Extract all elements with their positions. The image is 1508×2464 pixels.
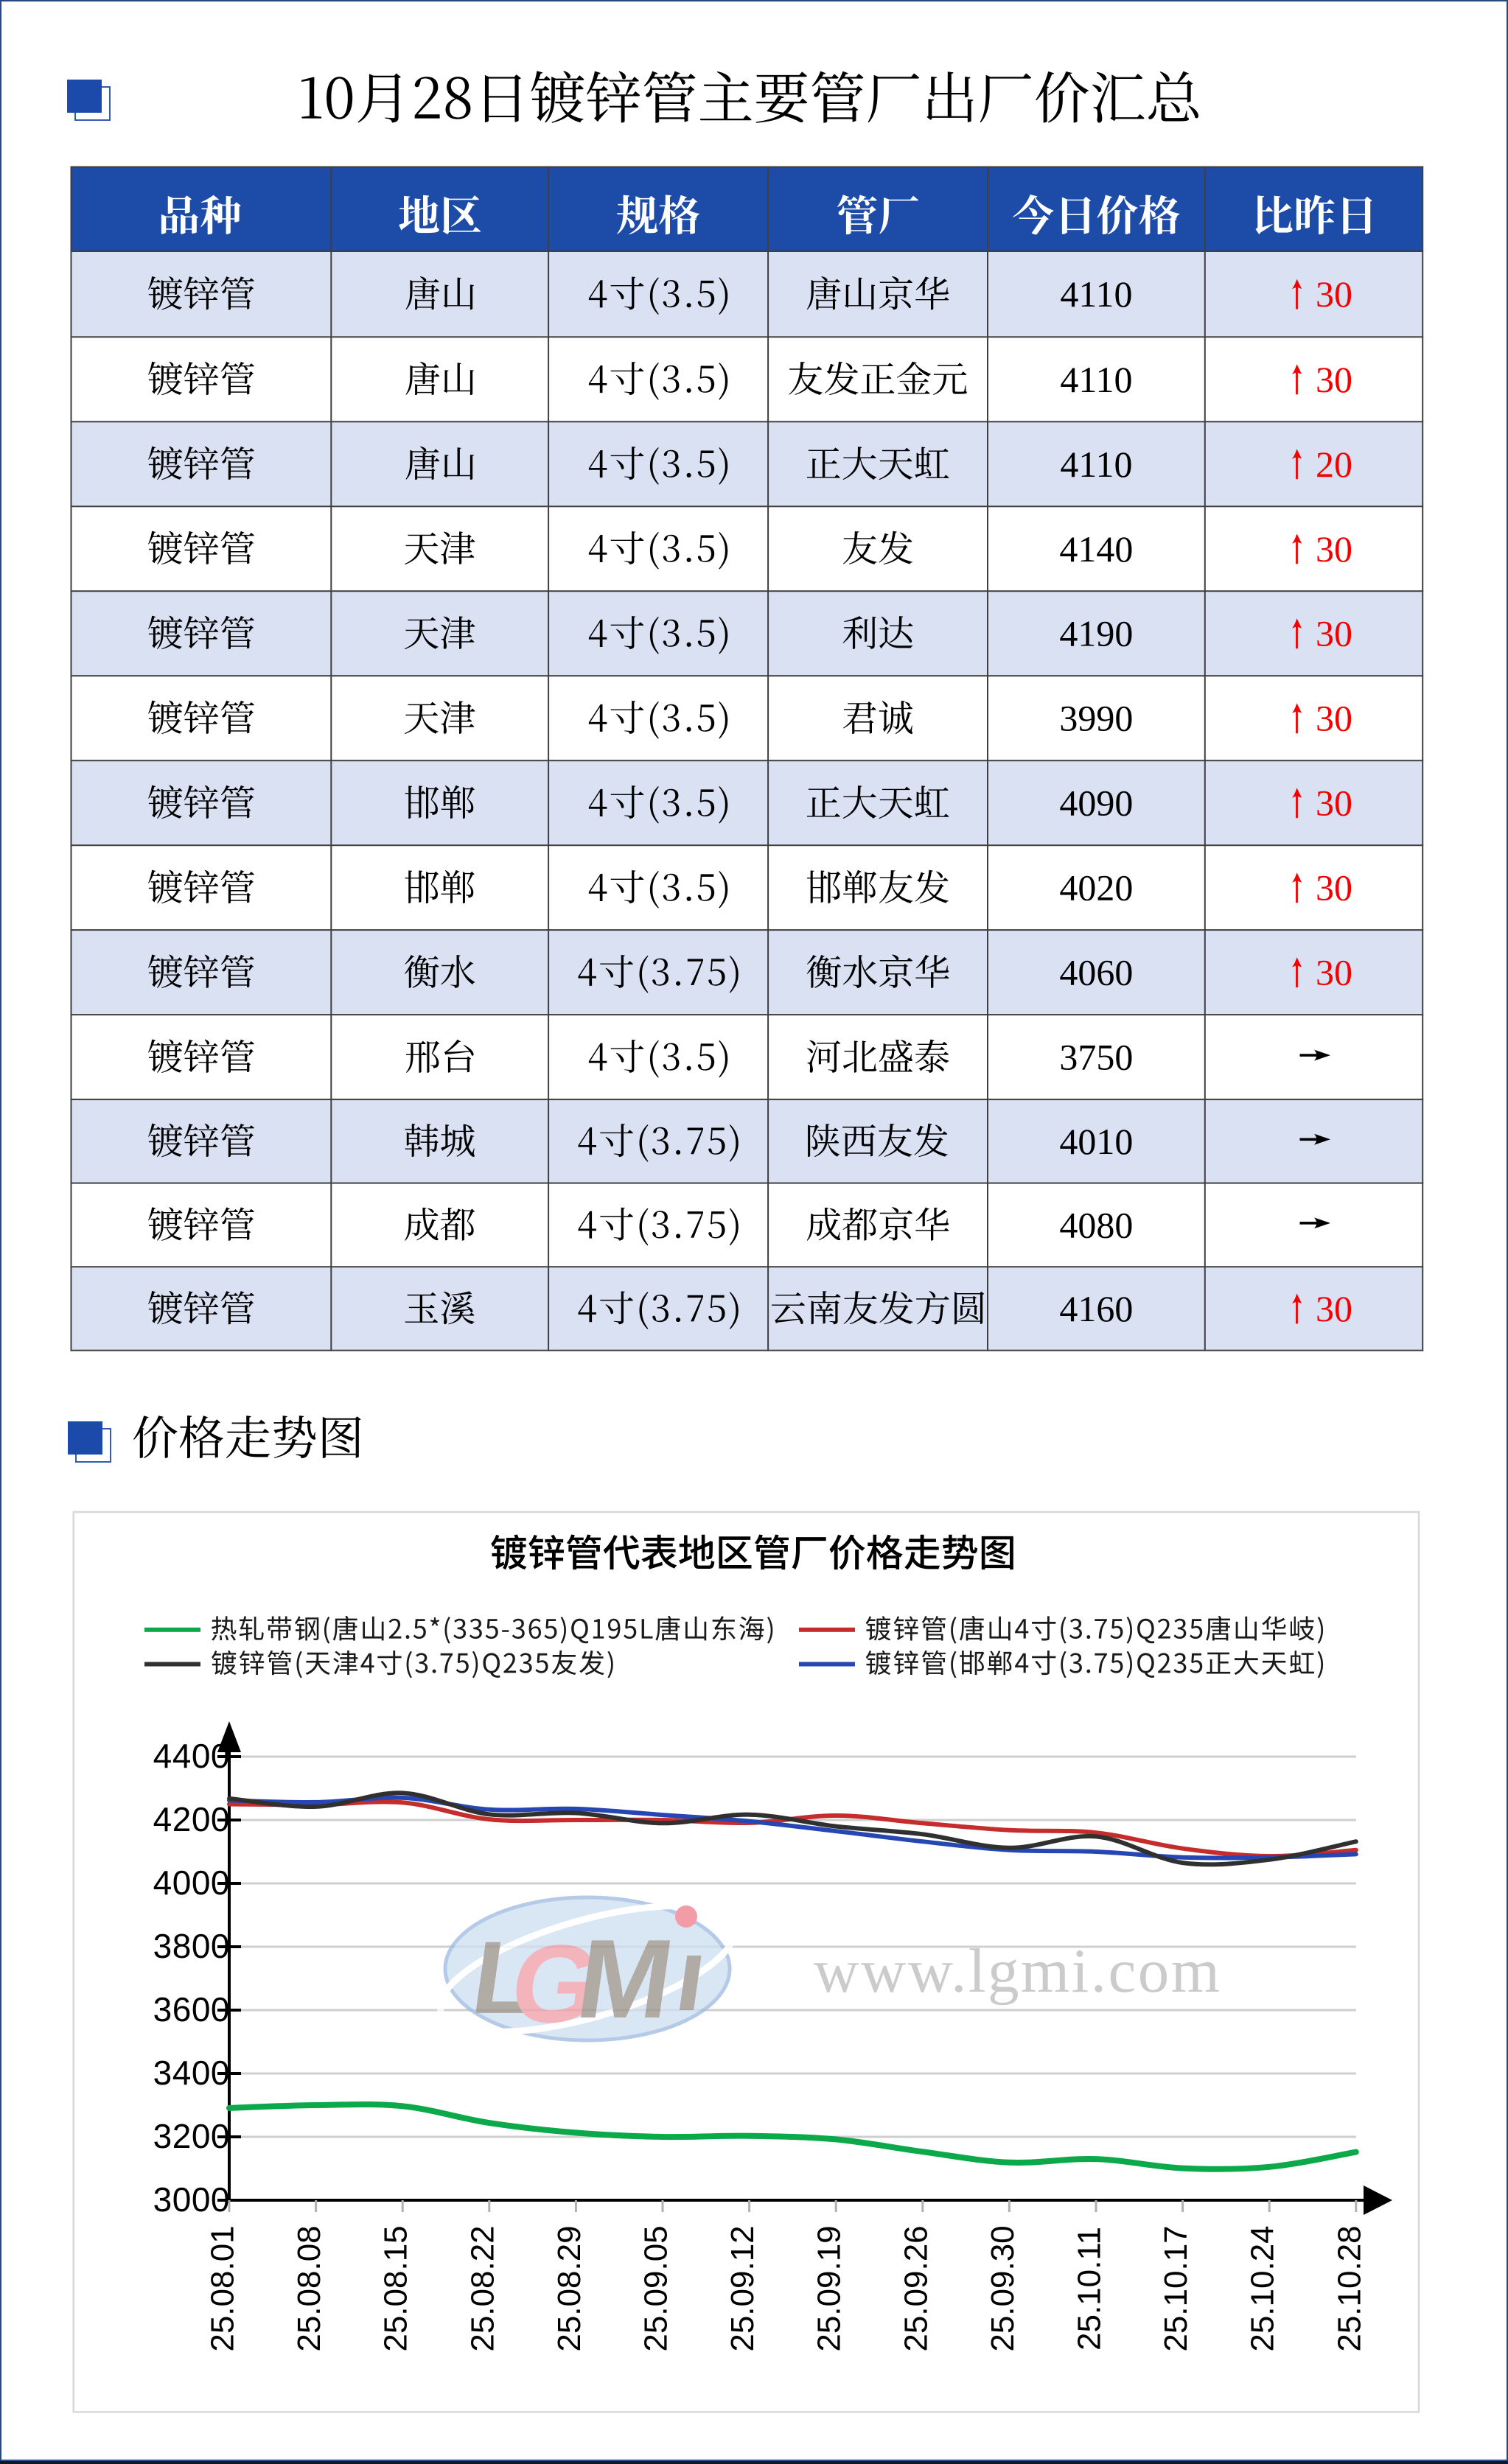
svg-text:30: 30 bbox=[1316, 698, 1352, 739]
svg-text:4000: 4000 bbox=[153, 1863, 230, 1902]
svg-text:4110: 4110 bbox=[1060, 359, 1132, 400]
svg-text:30: 30 bbox=[1316, 528, 1352, 570]
svg-text:25.10.24: 25.10.24 bbox=[1245, 2225, 1281, 2351]
svg-text:4080: 4080 bbox=[1059, 1204, 1133, 1245]
svg-text:30: 30 bbox=[1316, 867, 1352, 909]
svg-text:4090: 4090 bbox=[1059, 783, 1133, 824]
svg-text:www.lgmi.com: www.lgmi.com bbox=[814, 1936, 1221, 2006]
svg-text:4200: 4200 bbox=[153, 1800, 230, 1838]
svg-text:4010: 4010 bbox=[1059, 1121, 1133, 1162]
svg-text:30: 30 bbox=[1316, 613, 1352, 654]
svg-text:30: 30 bbox=[1316, 359, 1352, 400]
svg-text:3400: 3400 bbox=[153, 2054, 230, 2092]
svg-text:25.10.11: 25.10.11 bbox=[1072, 2227, 1108, 2351]
svg-text:4140: 4140 bbox=[1059, 528, 1133, 570]
svg-text:20: 20 bbox=[1316, 444, 1352, 485]
svg-text:25.08.01: 25.08.01 bbox=[205, 2225, 241, 2351]
svg-text:4110: 4110 bbox=[1060, 444, 1132, 485]
svg-text:30: 30 bbox=[1316, 273, 1352, 315]
svg-text:4020: 4020 bbox=[1059, 867, 1133, 909]
svg-text:25.08.29: 25.08.29 bbox=[551, 2225, 587, 2351]
svg-text:25.08.08: 25.08.08 bbox=[291, 2225, 327, 2351]
svg-text:3990: 3990 bbox=[1059, 698, 1133, 739]
svg-text:4060: 4060 bbox=[1059, 952, 1133, 993]
svg-text:25.08.15: 25.08.15 bbox=[378, 2225, 414, 2351]
svg-text:4110: 4110 bbox=[1060, 273, 1132, 315]
svg-text:25.08.22: 25.08.22 bbox=[464, 2225, 500, 2351]
svg-text:4190: 4190 bbox=[1059, 613, 1133, 654]
svg-text:3600: 3600 bbox=[153, 1990, 230, 2029]
svg-text:30: 30 bbox=[1316, 783, 1352, 824]
svg-text:25.10.17: 25.10.17 bbox=[1158, 2225, 1194, 2351]
svg-text:25.09.19: 25.09.19 bbox=[811, 2225, 848, 2351]
svg-text:3000: 3000 bbox=[153, 2180, 230, 2219]
svg-text:25.10.28: 25.10.28 bbox=[1331, 2225, 1367, 2351]
svg-text:25.09.12: 25.09.12 bbox=[725, 2225, 761, 2351]
svg-text:30: 30 bbox=[1316, 952, 1352, 993]
svg-text:3200: 3200 bbox=[153, 2117, 230, 2155]
svg-text:25.09.30: 25.09.30 bbox=[985, 2225, 1021, 2351]
svg-text:3750: 3750 bbox=[1059, 1037, 1133, 1078]
svg-text:4400: 4400 bbox=[153, 1737, 230, 1775]
svg-text:G: G bbox=[504, 1922, 607, 2045]
svg-text:25.09.26: 25.09.26 bbox=[898, 2225, 934, 2351]
svg-text:4160: 4160 bbox=[1059, 1288, 1133, 1329]
svg-text:M: M bbox=[570, 1917, 680, 2042]
svg-text:30: 30 bbox=[1316, 1288, 1352, 1329]
svg-text:3800: 3800 bbox=[153, 1927, 230, 1965]
svg-text:25.09.05: 25.09.05 bbox=[638, 2225, 674, 2351]
